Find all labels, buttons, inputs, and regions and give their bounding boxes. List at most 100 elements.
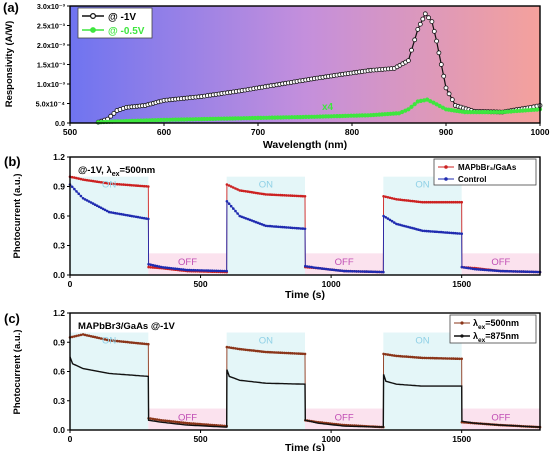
data-point <box>105 338 109 342</box>
data-point <box>417 228 420 231</box>
data-point <box>85 334 89 337</box>
data-point <box>437 200 441 204</box>
data-point <box>180 421 183 424</box>
data-point <box>467 266 470 270</box>
legend-b-box <box>433 158 537 186</box>
data-point <box>431 28 437 34</box>
data-point <box>359 270 363 273</box>
data-point <box>221 269 224 273</box>
data-point <box>429 200 433 204</box>
data-point <box>200 269 204 272</box>
data-point <box>190 268 193 272</box>
chart-c-legend: λex=500nm λex=875nm <box>449 314 537 344</box>
data-point <box>266 350 270 354</box>
data-point <box>130 341 134 344</box>
data-point <box>501 269 505 273</box>
data-point <box>136 215 140 219</box>
data-point <box>75 176 78 180</box>
data-point <box>401 355 404 358</box>
data-point <box>415 200 418 203</box>
chart-a-ylabel: Responsivity (A/W) <box>4 21 15 108</box>
data-point <box>240 189 243 192</box>
data-point <box>202 269 206 272</box>
x-tick-label: 1500 <box>452 434 471 444</box>
data-point <box>252 349 256 352</box>
data-point <box>77 192 80 195</box>
data-point <box>208 423 212 427</box>
data-point <box>122 213 125 216</box>
data-point <box>256 191 260 195</box>
data-point <box>330 268 334 272</box>
data-point <box>397 223 400 226</box>
legend-b-marker-0 <box>444 165 448 169</box>
data-point <box>101 181 105 184</box>
data-point <box>426 15 432 21</box>
data-point <box>274 193 278 197</box>
data-point <box>419 228 422 232</box>
data-point <box>421 200 424 204</box>
data-point <box>393 197 396 201</box>
data-point <box>258 192 262 195</box>
data-point <box>101 207 105 211</box>
data-point <box>409 199 412 203</box>
data-point <box>441 73 447 79</box>
data-point <box>213 269 216 273</box>
data-point <box>503 269 507 273</box>
x-tick-label: 1500 <box>452 279 471 289</box>
data-point <box>87 334 91 338</box>
data-point <box>340 269 344 273</box>
data-point <box>149 263 152 267</box>
data-point <box>240 348 243 351</box>
data-point <box>120 340 123 343</box>
data-point <box>153 266 157 269</box>
data-point <box>334 268 338 272</box>
data-point <box>147 185 150 188</box>
data-point <box>158 265 161 268</box>
data-point <box>114 182 117 186</box>
data-point <box>448 231 451 235</box>
data-point <box>109 182 113 185</box>
data-point <box>436 50 442 56</box>
data-point <box>522 270 525 273</box>
data-point <box>483 268 487 272</box>
data-point <box>530 270 534 274</box>
data-point <box>89 179 93 183</box>
data-point <box>411 355 414 359</box>
data-point <box>217 269 220 273</box>
data-point <box>246 190 250 193</box>
chart-a: 500 600 700 800 900 1000 0.0 5.0x10⁻⁴ 1.0x10⁻³ 1… <box>4 2 550 151</box>
data-point <box>155 418 159 421</box>
data-point <box>274 351 278 354</box>
data-point <box>448 200 451 204</box>
y-tick-label: 3.0x10⁻³ <box>37 2 66 11</box>
data-point <box>423 356 426 360</box>
data-point <box>210 423 214 427</box>
data-point <box>395 222 398 226</box>
data-point <box>295 352 299 355</box>
data-point <box>403 224 406 228</box>
data-point <box>301 352 305 356</box>
data-point <box>140 216 144 220</box>
data-point <box>450 231 453 235</box>
data-point <box>413 200 416 203</box>
data-point <box>272 351 276 354</box>
data-point <box>382 195 385 198</box>
data-point <box>164 266 167 269</box>
data-point <box>142 216 146 220</box>
data-point <box>518 270 521 273</box>
data-point <box>229 185 233 188</box>
data-point <box>240 215 243 219</box>
data-point <box>79 177 83 181</box>
data-point <box>405 199 408 202</box>
on-label: ON <box>259 336 273 347</box>
data-point <box>138 342 142 345</box>
legend-c-box <box>449 314 537 344</box>
data-point <box>295 194 299 198</box>
legend-b-marker-1 <box>444 177 448 181</box>
data-point <box>250 349 254 352</box>
on-label: ON <box>259 180 273 191</box>
data-point <box>526 270 529 274</box>
data-point <box>178 267 181 271</box>
data-point <box>316 266 320 270</box>
data-point <box>232 186 235 189</box>
